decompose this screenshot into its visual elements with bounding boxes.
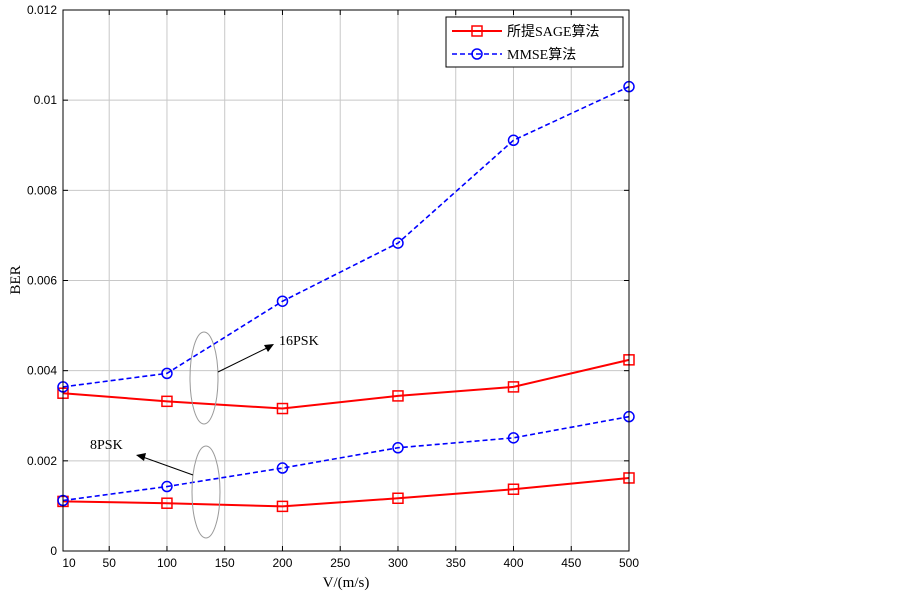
annotation-8psk-label: 8PSK xyxy=(90,438,123,453)
legend: 所提SAGE算法 MMSE算法 xyxy=(445,16,624,68)
data-point-circle xyxy=(392,442,404,454)
data-point-square xyxy=(276,402,289,415)
annotation-8psk-ellipse xyxy=(191,445,221,539)
data-series xyxy=(57,80,635,513)
annotation-8psk-arrow xyxy=(139,455,194,476)
series-line xyxy=(62,358,630,410)
legend-marker-mmse xyxy=(471,48,483,60)
legend-marker-sage xyxy=(471,25,483,37)
x-tick-label: 400 xyxy=(503,556,523,570)
data-point-square xyxy=(507,381,520,393)
x-tick-label: 500 xyxy=(619,556,639,570)
series-line xyxy=(62,85,630,388)
data-point-square xyxy=(507,483,520,495)
y-tick-label: 0.002 xyxy=(27,454,57,468)
data-point-circle xyxy=(507,432,520,444)
y-axis-label: BER xyxy=(8,265,24,294)
x-tick-label: 100 xyxy=(157,556,177,570)
data-point-square xyxy=(161,497,173,509)
series-8psk-mmse xyxy=(57,410,635,507)
x-tick-label: 300 xyxy=(388,556,408,570)
data-point-circle xyxy=(161,367,173,380)
annotation-16psk-label: 16PSK xyxy=(279,334,319,349)
x-tick-label: 350 xyxy=(446,556,466,570)
x-axis-label: V/(m/s) xyxy=(323,575,370,591)
plot-frame xyxy=(62,9,630,552)
data-point-circle xyxy=(507,134,520,147)
y-tick-label: 0.01 xyxy=(34,93,58,107)
annotation-16psk-ellipse xyxy=(189,331,219,425)
x-tick-label: 250 xyxy=(330,556,350,570)
data-point-circle xyxy=(276,462,289,474)
series-line xyxy=(62,476,630,508)
data-point-circle xyxy=(161,480,173,493)
data-point-circle xyxy=(276,295,289,307)
x-tick-label: 10 xyxy=(62,556,76,570)
annotation-8psk-arrowhead xyxy=(136,453,146,461)
annotation-16psk: 16PSK xyxy=(189,331,319,425)
x-tick-label: 450 xyxy=(561,556,581,570)
annotation-16psk-arrow xyxy=(217,345,272,373)
data-point-square xyxy=(276,500,289,513)
annotation-8psk: 8PSK xyxy=(90,438,221,539)
data-point-square xyxy=(161,395,173,408)
y-tick-label: 0 xyxy=(50,544,57,558)
data-point-square xyxy=(392,390,404,402)
series-line xyxy=(62,415,630,502)
y-tick-label: 0.012 xyxy=(27,3,57,17)
data-point-square xyxy=(392,492,404,505)
y-tick-label: 0.006 xyxy=(27,274,57,288)
data-point-circle xyxy=(392,237,404,249)
x-tick-label: 150 xyxy=(215,556,235,570)
x-tick-label: 50 xyxy=(103,556,117,570)
y-tick-label: 0.008 xyxy=(27,183,57,197)
legend-label-mmse: MMSE算法 xyxy=(507,47,576,63)
legend-label-sage: 所提SAGE算法 xyxy=(507,24,600,40)
y-tick-label: 0.004 xyxy=(27,364,57,378)
x-tick-label: 200 xyxy=(272,556,292,570)
y-axis-ticks: 0 0.002 0.004 0.006 0.008 0.01 0.012 xyxy=(27,3,629,558)
annotation-16psk-arrowhead xyxy=(264,344,274,352)
